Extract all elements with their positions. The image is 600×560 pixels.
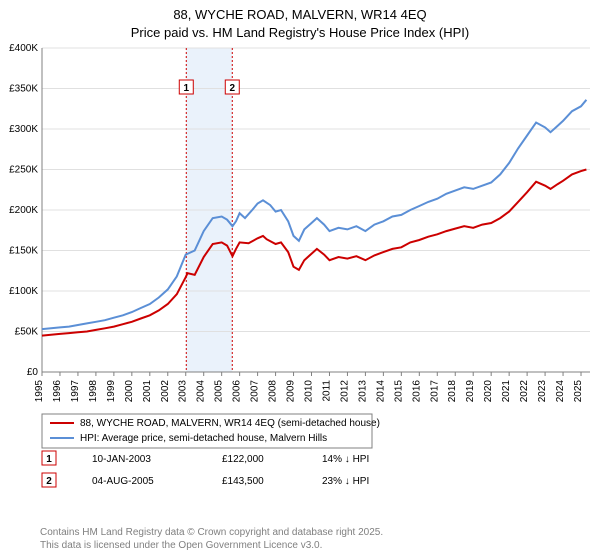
chart: £0 £50K £100K £150K £200K £250K £300K £350K £400… [0, 42, 600, 522]
footer-line-2: This data is licensed under the Open Gov… [40, 539, 600, 552]
x-tick-label: 2020 [483, 380, 494, 403]
x-tick-label: 2014 [375, 380, 386, 403]
x-tick-label: 2024 [555, 380, 566, 403]
x-tick-label: 2009 [286, 380, 297, 403]
x-tick-label: 2005 [214, 380, 225, 403]
x-tick-label: 2019 [465, 380, 476, 403]
title-line-1: 88, WYCHE ROAD, MALVERN, WR14 4EQ [0, 6, 600, 24]
sale-date: 04-AUG-2005 [92, 476, 154, 487]
x-tick-label: 1998 [88, 380, 99, 403]
x-tick-label: 2003 [178, 380, 189, 403]
sale-row-num: 2 [46, 476, 52, 487]
x-tick-label: 2002 [160, 380, 171, 403]
sale-delta: 23% ↓ HPI [322, 476, 369, 487]
footer: Contains HM Land Registry data © Crown c… [0, 522, 600, 552]
x-tick-label: 2017 [429, 380, 440, 403]
sale-row-num: 1 [46, 454, 52, 465]
x-tick-label: 2018 [447, 380, 458, 403]
sale-marker-num: 1 [183, 83, 189, 94]
x-tick-label: 2004 [196, 380, 207, 403]
x-tick-label: 1996 [52, 380, 63, 403]
x-tick-label: 1995 [34, 380, 45, 403]
y-tick-label: £400K [9, 43, 38, 54]
x-tick-label: 2000 [124, 380, 135, 403]
y-tick-label: £300K [9, 124, 38, 135]
y-tick-label: £50K [15, 327, 39, 338]
x-tick-label: 2025 [573, 380, 584, 403]
sale-price: £122,000 [222, 454, 264, 465]
x-tick-label: 2015 [393, 380, 404, 403]
footer-line-1: Contains HM Land Registry data © Crown c… [40, 526, 600, 539]
y-tick-label: £200K [9, 205, 38, 216]
y-tick-label: £250K [9, 165, 38, 176]
x-tick-label: 2021 [501, 380, 512, 403]
x-tick-label: 2006 [232, 380, 243, 403]
x-tick-label: 2008 [268, 380, 279, 403]
x-tick-label: 2022 [519, 380, 530, 403]
x-tick-label: 2001 [142, 380, 153, 403]
x-tick-label: 2010 [304, 380, 315, 403]
series-property [42, 170, 586, 336]
sale-marker-num: 2 [229, 83, 235, 94]
x-tick-label: 2011 [321, 380, 332, 402]
x-tick-label: 1997 [70, 380, 81, 403]
legend-label: HPI: Average price, semi-detached house,… [80, 433, 327, 444]
y-tick-label: £150K [9, 246, 38, 257]
x-tick-label: 2007 [250, 380, 261, 403]
legend-label: 88, WYCHE ROAD, MALVERN, WR14 4EQ (semi-… [80, 418, 380, 429]
y-tick-label: £350K [9, 84, 38, 95]
sale-date: 10-JAN-2003 [92, 454, 151, 465]
x-tick-label: 2013 [357, 380, 368, 403]
title-line-2: Price paid vs. HM Land Registry's House … [0, 24, 600, 42]
x-tick-label: 2023 [537, 380, 548, 403]
x-tick-label: 1999 [106, 380, 117, 403]
sale-delta: 14% ↓ HPI [322, 454, 369, 465]
y-tick-label: £100K [9, 286, 38, 297]
x-tick-label: 2012 [339, 380, 350, 403]
sale-price: £143,500 [222, 476, 264, 487]
chart-title: 88, WYCHE ROAD, MALVERN, WR14 4EQ Price … [0, 0, 600, 42]
y-tick-label: £0 [27, 367, 39, 378]
x-tick-label: 2016 [411, 380, 422, 403]
